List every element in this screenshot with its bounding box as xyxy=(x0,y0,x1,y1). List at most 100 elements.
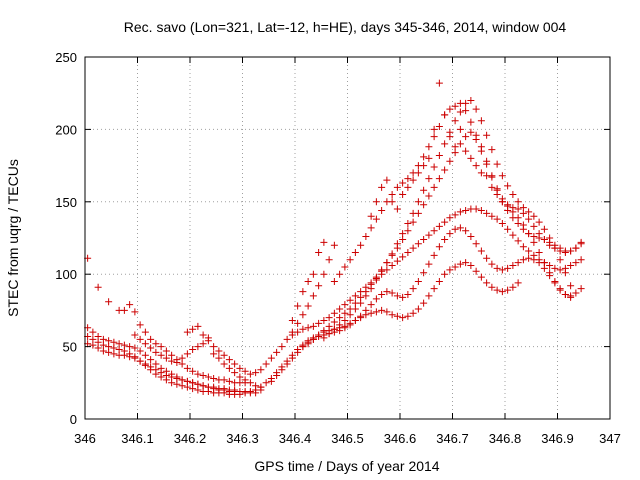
data-point xyxy=(320,334,328,342)
data-point xyxy=(341,301,349,309)
x-tick-label: 346.2 xyxy=(174,431,207,446)
data-point xyxy=(315,331,323,339)
data-point xyxy=(467,233,475,241)
data-point xyxy=(136,321,144,329)
data-point xyxy=(231,360,239,368)
x-tick-label: 346.8 xyxy=(489,431,522,446)
data-point xyxy=(519,209,527,217)
series-5 xyxy=(183,241,338,378)
data-point xyxy=(498,266,506,274)
data-point xyxy=(162,354,170,362)
data-point xyxy=(178,354,186,362)
data-point xyxy=(236,364,244,372)
data-point xyxy=(320,327,328,335)
data-point xyxy=(446,230,454,238)
data-point xyxy=(341,324,349,332)
data-point xyxy=(357,312,365,320)
data-point xyxy=(283,360,291,368)
data-point xyxy=(483,209,491,217)
data-point xyxy=(330,325,338,333)
data-point xyxy=(330,277,338,285)
data-point xyxy=(514,205,522,213)
data-point xyxy=(189,325,197,333)
data-point xyxy=(105,298,113,306)
x-tick-label: 346.9 xyxy=(541,431,574,446)
data-point xyxy=(320,270,328,278)
data-point xyxy=(535,248,543,256)
data-point xyxy=(530,251,538,259)
data-point xyxy=(493,264,501,272)
data-point xyxy=(504,286,512,294)
data-point xyxy=(414,277,422,285)
data-point xyxy=(514,279,522,287)
data-point xyxy=(435,123,443,131)
data-point xyxy=(294,319,302,327)
data-point xyxy=(367,285,375,293)
data-point xyxy=(514,198,522,206)
data-point xyxy=(362,292,370,300)
data-point xyxy=(157,343,165,351)
data-point xyxy=(477,169,485,177)
data-point xyxy=(467,154,475,162)
data-point xyxy=(540,259,548,267)
data-point xyxy=(451,211,459,219)
data-point xyxy=(493,160,501,168)
data-point xyxy=(483,279,491,287)
data-point xyxy=(378,267,386,275)
y-tick-label: 50 xyxy=(63,340,77,355)
data-point xyxy=(488,173,496,181)
data-point xyxy=(414,305,422,313)
data-point xyxy=(304,340,312,348)
data-point xyxy=(509,283,517,291)
data-point xyxy=(383,288,391,296)
data-point xyxy=(425,292,433,300)
x-tick-label: 346 xyxy=(74,431,96,446)
data-point xyxy=(456,260,464,268)
data-point xyxy=(441,218,449,226)
data-point xyxy=(504,225,512,233)
data-point xyxy=(147,356,155,364)
data-point xyxy=(577,256,585,264)
data-point xyxy=(456,224,464,232)
data-point xyxy=(262,379,270,387)
data-point xyxy=(346,311,354,319)
data-point xyxy=(435,79,443,87)
data-point xyxy=(120,351,128,359)
data-point xyxy=(414,240,422,248)
data-point xyxy=(430,183,438,191)
data-point xyxy=(246,370,254,378)
data-point xyxy=(304,324,312,332)
data-point xyxy=(278,366,286,374)
data-point xyxy=(378,290,386,298)
data-point xyxy=(446,157,454,165)
data-point xyxy=(409,309,417,317)
data-point xyxy=(425,154,433,162)
data-point xyxy=(215,354,223,362)
data-point xyxy=(430,125,438,133)
data-point xyxy=(168,373,176,381)
data-point xyxy=(451,263,459,271)
data-point xyxy=(183,350,191,358)
data-point xyxy=(446,266,454,274)
data-point xyxy=(378,306,386,314)
data-point xyxy=(451,143,459,151)
data-point xyxy=(393,183,401,191)
data-point xyxy=(252,369,260,377)
data-point xyxy=(299,288,307,296)
data-point xyxy=(414,198,422,206)
data-point xyxy=(204,373,212,381)
data-point xyxy=(462,133,470,141)
data-point xyxy=(525,254,533,262)
data-point xyxy=(152,366,160,374)
data-point xyxy=(462,107,470,115)
data-point xyxy=(425,231,433,239)
data-point xyxy=(514,237,522,245)
data-point xyxy=(477,117,485,125)
data-point xyxy=(325,256,333,264)
data-point xyxy=(388,311,396,319)
data-point xyxy=(357,299,365,307)
data-point xyxy=(304,302,312,310)
data-point xyxy=(262,360,270,368)
